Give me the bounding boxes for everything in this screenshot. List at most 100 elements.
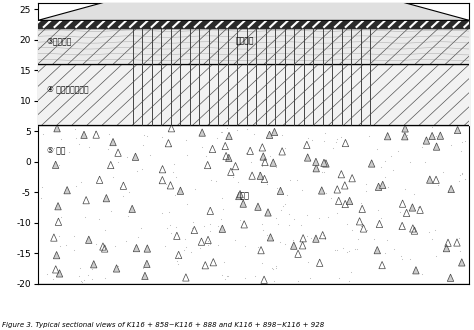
Polygon shape (257, 172, 264, 180)
Polygon shape (319, 187, 325, 194)
Point (320, 138, 328, 144)
Point (174, 261, 182, 266)
Point (432, 254, 440, 259)
Point (406, 160, 414, 165)
Point (277, 207, 285, 213)
Polygon shape (142, 272, 148, 280)
Polygon shape (271, 128, 278, 136)
Point (283, 193, 291, 198)
Point (395, 148, 402, 154)
Point (258, 260, 266, 265)
Point (414, 205, 422, 210)
Point (358, 223, 365, 229)
Point (78, 279, 85, 284)
Point (70, 248, 78, 253)
Text: ③淥泥质土: ③淥泥质土 (46, 36, 72, 45)
Point (431, 227, 439, 233)
Point (223, 273, 231, 278)
Point (401, 186, 409, 191)
Point (219, 207, 227, 212)
Point (57, 136, 65, 142)
Point (134, 234, 141, 239)
Point (322, 191, 330, 196)
Point (319, 170, 326, 175)
Point (362, 181, 370, 186)
Point (351, 246, 359, 251)
Point (57, 214, 64, 219)
Point (304, 259, 311, 264)
Polygon shape (91, 261, 97, 268)
Point (202, 153, 210, 159)
Point (204, 238, 211, 243)
Point (182, 245, 190, 250)
Point (285, 222, 292, 227)
Point (273, 265, 280, 270)
Polygon shape (346, 197, 353, 205)
Point (91, 129, 99, 134)
Polygon shape (132, 153, 139, 160)
Polygon shape (129, 205, 136, 213)
Point (55, 234, 62, 239)
Point (55, 162, 63, 168)
Polygon shape (110, 138, 116, 146)
Point (71, 126, 79, 132)
Point (272, 216, 279, 221)
Point (205, 243, 212, 248)
Point (217, 129, 225, 135)
Point (322, 236, 329, 241)
Point (138, 166, 146, 171)
Point (173, 174, 180, 179)
Point (432, 133, 440, 138)
Point (220, 260, 228, 265)
Point (174, 254, 182, 259)
Polygon shape (56, 270, 63, 277)
Point (353, 247, 361, 252)
Polygon shape (266, 131, 273, 139)
Point (221, 277, 229, 282)
Point (146, 152, 154, 157)
Point (346, 279, 353, 284)
Polygon shape (448, 185, 455, 193)
Point (119, 193, 127, 198)
Polygon shape (427, 176, 433, 183)
Point (173, 258, 181, 264)
Point (419, 271, 426, 277)
Point (459, 170, 466, 176)
Point (109, 175, 117, 180)
Point (396, 225, 403, 230)
Point (278, 133, 285, 138)
Point (219, 129, 226, 134)
Polygon shape (177, 187, 184, 194)
Point (80, 277, 88, 282)
Point (165, 210, 173, 215)
Point (347, 269, 355, 274)
Polygon shape (103, 194, 109, 202)
Polygon shape (443, 245, 450, 252)
Point (86, 144, 93, 149)
Point (243, 126, 251, 132)
Polygon shape (81, 131, 87, 139)
Point (285, 211, 292, 216)
Point (76, 266, 84, 271)
Point (304, 136, 312, 141)
Point (434, 182, 442, 188)
Polygon shape (277, 187, 284, 194)
Point (406, 256, 414, 262)
Point (458, 140, 466, 145)
Point (319, 233, 327, 238)
Polygon shape (53, 161, 59, 168)
Point (273, 185, 281, 190)
Point (281, 241, 289, 247)
Point (389, 168, 397, 173)
Polygon shape (447, 274, 454, 281)
Point (398, 257, 405, 262)
Polygon shape (401, 133, 408, 140)
Point (77, 279, 85, 284)
Point (65, 149, 73, 155)
Point (421, 159, 429, 164)
Point (104, 147, 112, 152)
Point (423, 138, 430, 143)
Point (107, 209, 115, 214)
Polygon shape (38, 0, 469, 20)
Point (62, 243, 69, 248)
